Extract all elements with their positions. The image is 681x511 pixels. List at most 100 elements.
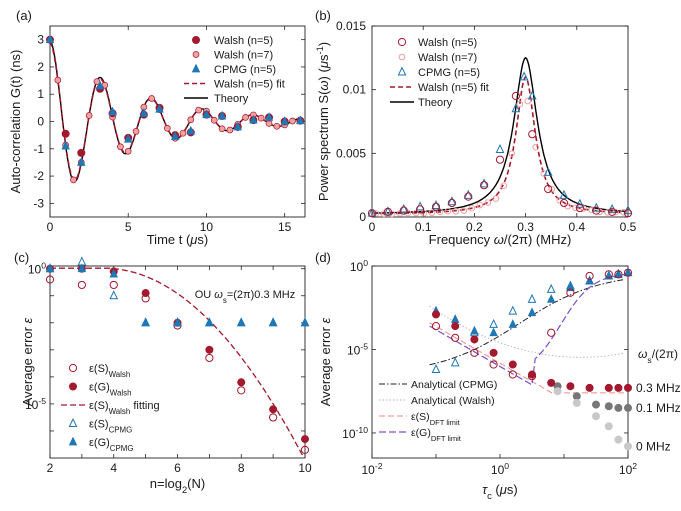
panel-d-ytick-label: 10-10 xyxy=(342,425,368,441)
panel-d-grey-light-point xyxy=(572,398,581,407)
panel-a-ytick-label: 0 xyxy=(37,115,44,129)
panel-b-walsh7-point xyxy=(476,201,484,209)
panel-b-legend-marker xyxy=(398,53,406,61)
panel-d-xtick-label: 100 xyxy=(491,461,509,477)
panel-d-xtick-label: 102 xyxy=(619,461,637,477)
panel-b-walsh5-point xyxy=(464,192,473,201)
panel-a-walsh7-point xyxy=(85,112,93,119)
panel-d-eps-g-walsh-point xyxy=(451,322,460,331)
panel-c-ylabel: Average error ε xyxy=(20,317,35,406)
panel-b-xtick-label: 0 xyxy=(369,220,376,234)
panel-b-xtick-label: 0.3 xyxy=(517,220,534,234)
panel-d-eps-g-walsh-point xyxy=(470,335,479,344)
panel-a-walsh-fit-line xyxy=(49,41,300,181)
panel-d-series-label: 0.3 MHz xyxy=(636,381,681,395)
panel-a-ytick-label: -3 xyxy=(33,196,44,210)
panel-a-label: (a) xyxy=(16,8,32,23)
panel-b-cpmg-point xyxy=(383,206,393,216)
panel-c-annotation: OU ωs=(2π)0.3 MHz xyxy=(195,289,296,305)
panel-b-walsh5-point xyxy=(608,207,617,217)
panel-d-eps-s-cpmg-point xyxy=(489,318,498,328)
panel-a-ytick-label: 1 xyxy=(37,87,44,101)
panel-b-walsh7-point xyxy=(588,206,595,214)
panel-d-grey-mid-point xyxy=(604,402,613,411)
panel-a-legend-marker xyxy=(192,51,200,58)
panel-c-eps-s-walsh-point xyxy=(77,280,86,290)
panel-b-walsh5-point xyxy=(480,181,489,190)
panel-c-ytick-label: 10-5 xyxy=(25,396,46,412)
panel-c-xtick-label: 8 xyxy=(238,461,245,475)
panel-c-eps-s-walsh-point xyxy=(109,280,118,290)
panel-a-ytick-label: -1 xyxy=(33,142,44,156)
panel-c-legend-entry: ε(S)Walsh xyxy=(89,363,130,379)
panel-d-eps-g-cpmg-point xyxy=(546,294,556,303)
panel-d-eps-g-cpmg-point xyxy=(623,267,633,277)
panel-b-walsh5-point xyxy=(623,209,633,218)
panel-b-walsh7-point xyxy=(556,196,563,204)
panel-b-walsh5-point xyxy=(416,205,425,214)
panel-d-eps-s-walsh-point xyxy=(614,270,623,279)
panel-a-cpmg-point xyxy=(249,114,258,124)
panel-b-walsh7-point xyxy=(388,210,396,218)
panel-b-walsh5-point xyxy=(367,209,377,218)
panel-b-walsh5-point xyxy=(447,198,456,208)
panel-d-series-label: 0 MHz xyxy=(636,439,671,453)
panel-b-cpmg-point xyxy=(495,143,505,154)
panel-d-eps-g-walsh-point xyxy=(431,310,440,319)
panel-b-legend-marker xyxy=(397,37,407,47)
panel-d-ytick-label: 10-5 xyxy=(347,341,368,357)
panel-a-cpmg-point xyxy=(217,110,227,120)
panel-d-ytick-label: 100 xyxy=(350,258,368,274)
panel-a-xtick-label: 10 xyxy=(200,220,214,234)
panel-c-eps-g-cpmg-point xyxy=(300,317,310,327)
panel-b-cpmg-point xyxy=(431,199,441,210)
panel-d-eps-g-walsh-point xyxy=(547,378,556,387)
panel-d-eps-g-walsh-point xyxy=(508,360,517,369)
panel-b-frame xyxy=(371,25,629,218)
panel-d-ylabel: Average error ε xyxy=(318,317,333,406)
panel-b-walsh5-point xyxy=(528,130,537,139)
panel-d-eps-s-walsh-point xyxy=(508,370,517,379)
panel-a-legend-entry: CPMG (n=5) xyxy=(214,64,276,76)
panel-c-legend-entry: ε(G)Walsh xyxy=(89,382,131,398)
panel-a-walsh7-point xyxy=(163,124,171,132)
panel-a-walsh7-point xyxy=(289,117,296,125)
panel-d-eps-g-walsh-point xyxy=(489,348,498,357)
panel-b-xtick-label: 0.5 xyxy=(620,220,637,234)
panel-d-grey-light-point xyxy=(624,442,633,451)
panel-d-eps-s-cpmg-point xyxy=(450,357,460,367)
panel-b-theory-line xyxy=(372,56,628,214)
panel-a-legend-marker xyxy=(191,63,201,73)
panel-b-ytick-label: 0 xyxy=(359,210,366,224)
panel-d-eps-s-walsh-point xyxy=(547,328,556,337)
panel-d-eps-s-cpmg-point xyxy=(546,283,556,293)
panel-d-legend-entry: ε(S)DFT limit xyxy=(411,411,461,427)
panel-d-grey-mid-point xyxy=(624,403,633,412)
panel-a-cpmg-point xyxy=(202,109,211,119)
panel-a-walsh7-point xyxy=(226,126,234,134)
panel-d-eps-s-cpmg-point xyxy=(431,363,441,374)
panel-a-cpmg-point xyxy=(186,125,196,135)
panel-c-eps-g-cpmg-point xyxy=(45,263,55,273)
panel-a-legend-entry: Theory xyxy=(214,93,249,105)
panel-b-cpmg-point xyxy=(511,103,521,113)
panel-a-legend-entry: Walsh (n=5) xyxy=(214,35,273,47)
panel-a-cpmg-point xyxy=(139,107,149,117)
panel-b-ytick-label: 0.005 xyxy=(336,146,366,160)
panel-c-xtick-label: 2 xyxy=(47,461,54,475)
panel-b-legend-entry: Walsh (n=7) xyxy=(418,52,477,64)
panel-c-eps-g-walsh-point xyxy=(300,435,309,444)
panel-d-eps-g-cpmg-point xyxy=(527,307,537,317)
panel-c-eps-g-walsh-point xyxy=(141,289,150,298)
panel-a-walsh7-point xyxy=(242,114,249,121)
panel-c-xtick-label: 10 xyxy=(298,461,312,475)
panel-d-eps-g-cpmg-point xyxy=(489,327,498,337)
panel-b-legend-entry: Theory xyxy=(418,97,453,109)
panel-d-legend-title: ωs/(2π) xyxy=(638,347,678,365)
panel-c-xtick-label: 6 xyxy=(174,461,181,475)
panel-c-eps-s-walsh-point xyxy=(269,413,278,422)
panel-a-cpmg-point xyxy=(233,121,242,131)
panel-a-xtick-label: 15 xyxy=(278,220,292,234)
panel-c-eps-g-cpmg-point xyxy=(141,317,150,327)
panel-a-cpmg-point xyxy=(123,133,133,143)
